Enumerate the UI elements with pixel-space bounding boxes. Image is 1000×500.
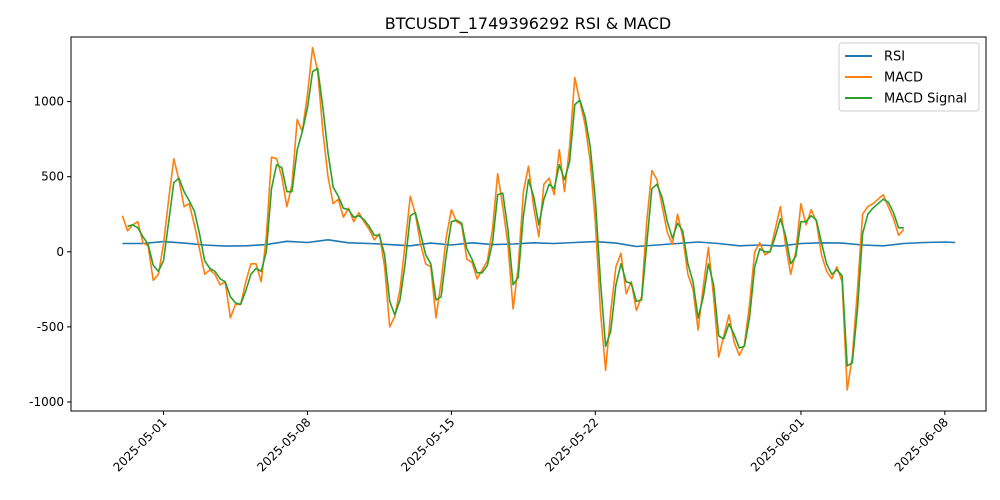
y-tick-label: 500 [41, 170, 64, 184]
x-tick-label: 2025-05-08 [254, 415, 313, 474]
legend-label-macd: MACD [884, 71, 923, 86]
x-tick-label: 2025-05-01 [110, 415, 169, 474]
chart-title: BTCUSDT_1749396292 RSI & MACD [385, 14, 671, 34]
series-line-macd-signal [127, 67, 904, 367]
series-lines [121, 46, 956, 391]
y-tick-label: -500 [37, 320, 64, 334]
legend-label-rsi: RSI [884, 50, 905, 65]
legend-label-macd-signal: MACD Signal [884, 92, 967, 107]
x-tick-label: 2025-05-15 [398, 415, 457, 474]
y-tick-label: 0 [56, 245, 64, 259]
legend: RSI MACD MACD Signal [838, 42, 980, 112]
legend-box [838, 42, 980, 112]
x-tick-label: 2025-06-08 [892, 415, 951, 474]
series-line-macd [121, 46, 905, 391]
series-line-rsi [122, 239, 956, 248]
x-tick-label: 2025-05-22 [542, 415, 601, 474]
y-axis: -1000 -500 0 500 1000 [29, 95, 71, 409]
plot-area [70, 36, 987, 412]
x-tick-label: 2025-06-01 [748, 415, 807, 474]
y-tick-label: 1000 [33, 95, 64, 109]
y-tick-label: -1000 [29, 395, 64, 409]
x-axis: 2025-05-01 2025-05-08 2025-05-15 2025-05-22… [110, 411, 951, 474]
